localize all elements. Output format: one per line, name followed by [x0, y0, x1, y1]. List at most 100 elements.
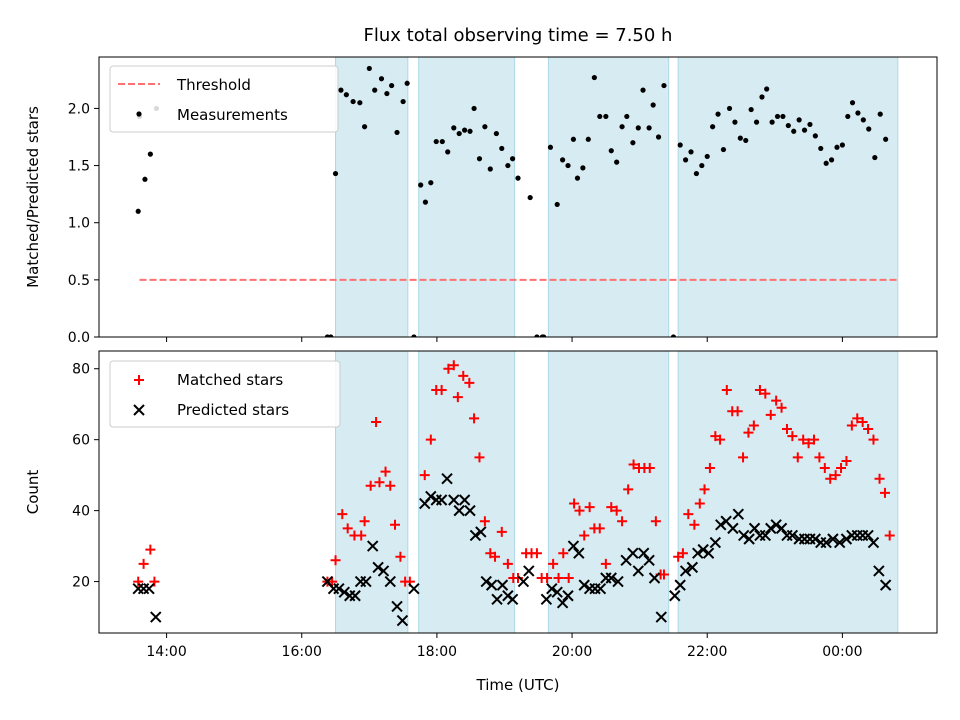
- matched-star-marker: [574, 505, 585, 516]
- measurement-point: [462, 127, 468, 133]
- measurement-point: [328, 334, 334, 337]
- matched-star-marker: [133, 576, 144, 587]
- measurement-point: [704, 153, 710, 160]
- x-tick-label: 22:00: [687, 644, 727, 660]
- matched-star-marker: [464, 377, 475, 388]
- measurement-point: [812, 133, 818, 139]
- measurement-point: [580, 165, 586, 171]
- matched-star-marker: [658, 569, 669, 580]
- matched-star-marker: [884, 530, 895, 541]
- measurement-point: [332, 170, 339, 177]
- predicted-star-marker: [562, 590, 574, 602]
- matched-star-marker: [390, 519, 401, 530]
- measurement-point: [343, 92, 349, 98]
- x-tick-label: 20:00: [552, 644, 592, 660]
- measurement-point: [574, 175, 581, 181]
- matched-star-marker: [814, 452, 825, 463]
- matched-star-marker: [699, 484, 710, 495]
- measurement-point: [828, 157, 835, 163]
- measurement-point: [515, 175, 521, 181]
- measurement-point: [619, 124, 625, 130]
- matched-star-marker: [474, 452, 485, 463]
- matched-star-marker: [356, 530, 367, 541]
- matched-star-marker: [563, 573, 574, 584]
- predicted-star-marker: [377, 565, 390, 577]
- measurement-point: [780, 113, 786, 120]
- matched-star-marker: [748, 420, 759, 431]
- bottom-shaded-interval-4: [677, 350, 899, 634]
- matched-star-marker: [569, 498, 580, 509]
- measurement-point: [404, 80, 410, 86]
- matched-star-marker: [792, 452, 803, 463]
- matched-star-marker: [448, 360, 459, 371]
- matched-star-marker: [732, 406, 743, 417]
- matched-star-marker: [611, 505, 622, 516]
- predicted-star-marker: [879, 579, 892, 591]
- measurement-point: [646, 125, 652, 131]
- matched-star-marker: [579, 530, 590, 541]
- measurement-point: [877, 111, 883, 117]
- predicted-star-marker: [556, 597, 569, 609]
- predicted-star-marker: [770, 519, 782, 531]
- chart-title: Flux total observing time = 7.50 h: [364, 25, 673, 46]
- matched-star-marker: [452, 392, 463, 403]
- bottom-y-tick-label: 60: [72, 433, 90, 449]
- matched-star-marker: [787, 431, 798, 442]
- predicted-star-marker: [491, 593, 503, 606]
- measurement-point: [710, 124, 716, 130]
- predicted-star-marker: [727, 522, 739, 535]
- measurement-point: [715, 111, 721, 117]
- measurement-point: [845, 113, 851, 120]
- matched-star-marker: [531, 548, 542, 559]
- matched-star-marker: [584, 502, 595, 513]
- matched-star-marker: [458, 370, 469, 381]
- predicted-star-marker: [448, 494, 460, 506]
- predicted-star-marker: [396, 614, 409, 627]
- x-tick-label: 18:00: [417, 644, 457, 660]
- predicted-star-marker: [809, 533, 822, 545]
- predicted-star-marker: [408, 582, 420, 595]
- bottom-panel: 14:00 16:00 18:00 20:00 22:00 00:00 20 40 60 80 Co…: [24, 350, 938, 660]
- measurement-point: [411, 334, 417, 337]
- measurement-point: [683, 157, 689, 163]
- top-y-tick-label: 0.0: [68, 330, 90, 346]
- predicted-star-marker: [143, 582, 155, 595]
- measurement-point: [883, 136, 889, 142]
- measurement-point: [726, 105, 733, 112]
- measurement-point: [796, 117, 802, 123]
- predicted-star-marker: [578, 579, 590, 591]
- measurement-point: [635, 125, 641, 131]
- top-legend: [109, 65, 339, 133]
- legend-matched-swatch: [134, 375, 144, 385]
- x-tick-label: 00:00: [822, 644, 862, 660]
- matched-star-marker: [781, 424, 792, 435]
- predicted-star-marker: [458, 494, 471, 506]
- predicted-star-marker: [372, 561, 384, 574]
- measurement-point: [534, 334, 540, 337]
- matched-star-marker: [689, 519, 700, 530]
- matched-star-marker: [342, 523, 353, 534]
- matched-star-marker: [542, 573, 553, 584]
- x-tick-label: 14:00: [146, 644, 186, 660]
- measurement-point: [823, 160, 829, 166]
- measurement-point: [699, 162, 705, 169]
- measurement-point: [471, 105, 477, 112]
- measurement-point: [791, 128, 797, 134]
- predicted-star-marker: [743, 533, 755, 545]
- matched-star-marker: [502, 558, 513, 569]
- predicted-star-marker: [546, 582, 558, 595]
- measurement-point: [570, 136, 577, 142]
- predicted-star-marker: [709, 536, 722, 549]
- predicted-star-marker: [464, 504, 476, 517]
- measurement-point: [456, 130, 462, 137]
- predicted-star-marker: [435, 494, 448, 506]
- measurement-point: [624, 113, 630, 120]
- predicted-star-marker: [425, 490, 437, 503]
- measurement-point: [866, 126, 872, 132]
- measurement-point: [142, 176, 148, 182]
- predicted-star-marker: [786, 529, 799, 542]
- predicted-star-marker: [496, 579, 509, 591]
- matched-star-marker: [760, 388, 771, 399]
- legend-label-predicted: Predicted stars: [177, 401, 289, 419]
- measurement-point: [748, 106, 754, 113]
